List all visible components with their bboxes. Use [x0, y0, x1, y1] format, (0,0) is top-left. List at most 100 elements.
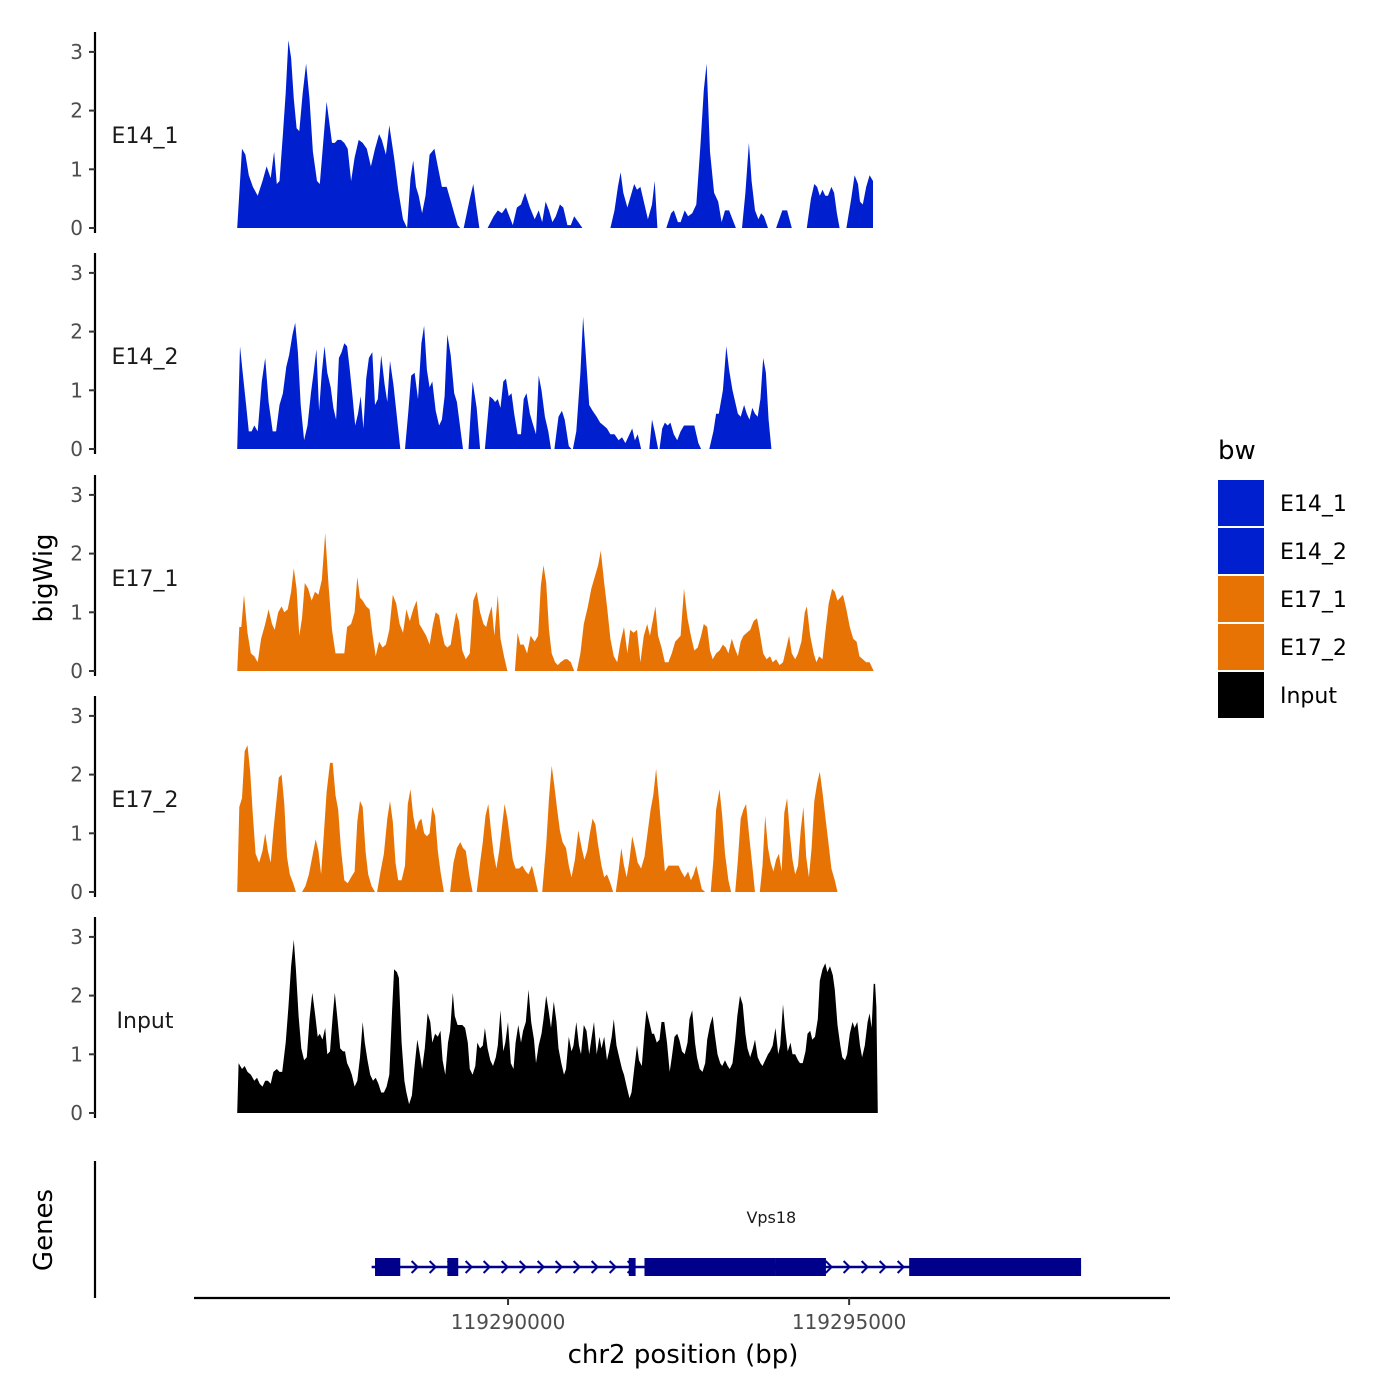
gene-exon: [644, 1258, 776, 1276]
coverage-area: [806, 184, 840, 228]
strand-chevron: [464, 1260, 474, 1274]
legend-swatch: [1218, 624, 1264, 670]
coverage-area: [450, 842, 473, 892]
strand-chevron: [536, 1260, 546, 1274]
strand-chevron: [554, 1260, 564, 1274]
legend: bw E14_1 E14_2 E17_1 E17_2 Input: [1218, 436, 1347, 718]
y-tick-label: 3: [70, 925, 83, 949]
coverage-area: [237, 533, 508, 671]
strand-chevron: [896, 1260, 906, 1274]
y-tick-label: 0: [70, 216, 83, 240]
gene-exon: [375, 1258, 401, 1276]
track-E14_1: 0 1 2 3 E14_1: [70, 32, 873, 240]
coverage-area: [542, 765, 614, 892]
coverage-area: [237, 40, 461, 229]
legend-label: E14_1: [1280, 492, 1347, 517]
strand-chevron: [428, 1260, 438, 1274]
coverage-area: [237, 939, 878, 1113]
y-tick-label: 0: [70, 437, 83, 461]
y-tick-label: 2: [70, 984, 83, 1008]
y-tick-label: 1: [70, 1042, 83, 1066]
x-tick-label: 119290000: [451, 1310, 566, 1334]
genes-panel-title: Genes: [29, 1189, 59, 1271]
coverage-area: [615, 768, 706, 892]
track-label: E17_1: [112, 567, 179, 592]
x-axis: 119290000 119295000: [194, 1296, 1170, 1334]
y-tick-label: 0: [70, 880, 83, 904]
track-E14_2: 0 1 2 3 E14_2: [70, 253, 772, 461]
strand-chevron: [608, 1260, 618, 1274]
legend-item: E14_1: [1218, 480, 1347, 526]
coverage-area: [776, 210, 792, 228]
y-axis-title: bigWig: [29, 533, 59, 622]
x-axis-title: chr2 position (bp): [568, 1340, 799, 1370]
coverage-area: [666, 63, 736, 228]
strand-chevron: [860, 1260, 870, 1274]
legend-swatch: [1218, 528, 1264, 574]
genes-panel: Vps18: [93, 1161, 1082, 1298]
gene-exon: [909, 1258, 1082, 1276]
coverage-area: [846, 175, 873, 228]
legend-title: bw: [1218, 436, 1256, 466]
coverage-area: [659, 422, 702, 449]
y-tick-label: 1: [70, 157, 83, 181]
gene-exon: [447, 1258, 459, 1276]
coverage-area: [237, 745, 296, 892]
track-label: E14_2: [112, 345, 179, 370]
gene-label: Vps18: [746, 1208, 796, 1227]
track-label: E17_2: [112, 788, 179, 813]
coverage-area: [237, 322, 401, 449]
track-E17_2: 0 1 2 3 E17_2: [70, 696, 838, 904]
y-tick-label: 1: [70, 378, 83, 402]
y-tick-label: 2: [70, 763, 83, 787]
tracks-layer: 0 1 2 3 E14_1 0 1 2 3 E14_2 0 1 2 3 E17_1 0 1 2 3 E17_2 0 1 2 3…: [70, 32, 878, 1125]
coverage-area: [576, 550, 874, 671]
x-tick-label: 119295000: [792, 1310, 907, 1334]
coverage-area: [649, 419, 659, 449]
coverage-area: [405, 325, 463, 449]
coverage-area: [742, 142, 768, 228]
y-tick-label: 3: [70, 40, 83, 64]
y-tick-label: 0: [70, 1101, 83, 1125]
legend-item: E17_2: [1218, 624, 1347, 670]
legend-label: E14_2: [1280, 540, 1347, 565]
coverage-area: [735, 804, 755, 892]
legend-swatch: [1218, 672, 1264, 718]
track-label: Input: [117, 1009, 174, 1034]
gene-vps18: Vps18: [371, 1208, 1082, 1276]
coverage-area: [710, 789, 736, 892]
track-Input: 0 1 2 3 Input: [70, 917, 878, 1125]
legend-label: E17_1: [1280, 588, 1347, 613]
legend-item: Input: [1218, 672, 1337, 718]
y-tick-label: 3: [70, 483, 83, 507]
coverage-area: [709, 346, 772, 449]
strand-chevron: [842, 1260, 852, 1274]
y-tick-label: 2: [70, 99, 83, 123]
coverage-area: [554, 410, 572, 449]
coverage-area: [468, 381, 481, 449]
y-tick-label: 3: [70, 704, 83, 728]
legend-item: E14_2: [1218, 528, 1347, 574]
coverage-area: [484, 375, 551, 449]
y-tick-label: 1: [70, 600, 83, 624]
legend-swatch: [1218, 576, 1264, 622]
gene-exon: [628, 1258, 636, 1276]
legend-label: E17_2: [1280, 636, 1347, 661]
strand-chevron: [878, 1260, 888, 1274]
track-E17_1: 0 1 2 3 E17_1: [70, 475, 874, 683]
strand-chevron: [500, 1260, 510, 1274]
coverage-area: [759, 771, 838, 892]
y-tick-label: 3: [70, 261, 83, 285]
coverage-area: [476, 804, 539, 892]
legend-swatch: [1218, 480, 1264, 526]
gene-exon: [775, 1258, 826, 1276]
strand-chevron: [410, 1260, 420, 1274]
coverage-area: [487, 192, 583, 228]
strand-chevron: [572, 1260, 582, 1274]
strand-chevron: [824, 1260, 834, 1274]
legend-label: Input: [1280, 684, 1337, 709]
strand-chevron: [590, 1260, 600, 1274]
y-tick-label: 2: [70, 320, 83, 344]
coverage-area: [302, 762, 375, 892]
